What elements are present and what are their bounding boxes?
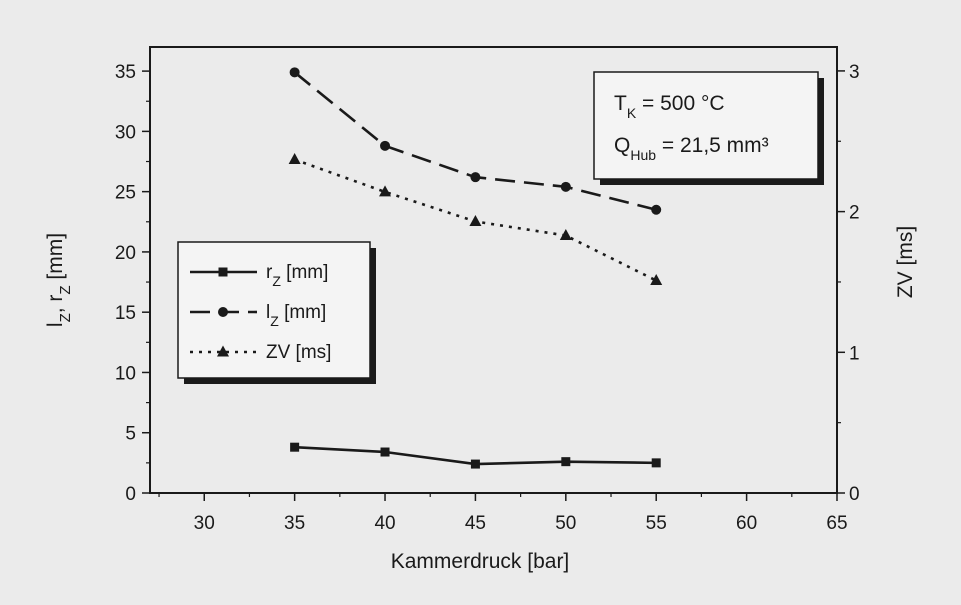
annotation-volume: QHub = 21,5 mm³ — [614, 134, 769, 163]
y-left-tick-label: 5 — [125, 424, 136, 445]
y-left-tick-label: 20 — [115, 243, 136, 264]
data-point-rz — [561, 457, 571, 467]
x-axis-title: Kammerdruck [bar] — [391, 550, 570, 573]
legend: rZ [mm] lZ [mm] ZV [ms] — [177, 241, 376, 384]
y-left-tick-label: 30 — [115, 122, 136, 143]
data-point-rz — [380, 447, 390, 457]
y-axis-right: 0 1 2 3 — [837, 62, 860, 505]
y-axis-left-title: lZ, rZ [mm] — [44, 233, 74, 327]
data-point-lz — [470, 172, 481, 183]
data-point-lz — [560, 181, 571, 192]
annotation-box: TK = 500 °C QHub = 21,5 mm³ — [593, 71, 824, 185]
legend-label-lz: lZ [mm] — [266, 302, 326, 329]
annotation-frame — [593, 71, 819, 180]
y-left-tick-label: 0 — [125, 484, 136, 505]
x-tick-label: 50 — [555, 513, 576, 534]
data-point-rz — [651, 458, 661, 468]
y-axis-left: 0 5 10 15 20 25 30 35 — [115, 62, 150, 505]
legend-box — [177, 241, 371, 379]
data-point-zv — [288, 153, 301, 165]
legend-label-rz: rZ [mm] — [266, 262, 328, 289]
y-right-tick-label: 0 — [849, 484, 860, 505]
x-tick-label: 40 — [374, 513, 395, 534]
y-axis-right-title: ZV [ms] — [894, 226, 917, 298]
x-axis: 30 35 40 45 50 55 60 65 — [158, 493, 848, 534]
legend-items: rZ [mm] lZ [mm] ZV [ms] — [190, 262, 331, 363]
data-point-lz — [380, 140, 391, 151]
data-point-lz — [289, 67, 300, 78]
data-point-lz — [651, 204, 662, 215]
y-right-tick-label: 3 — [849, 62, 860, 83]
legend-marker-rz — [218, 267, 228, 277]
data-point-zv — [469, 214, 482, 226]
series-group — [288, 67, 663, 469]
data-point-zv — [379, 185, 392, 197]
plot-area-border — [149, 46, 838, 494]
y-left-tick-label: 15 — [115, 303, 136, 324]
y-right-tick-label: 2 — [849, 203, 860, 224]
annotation-temperature: TK = 500 °C — [614, 92, 725, 121]
legend-marker-zv — [217, 345, 229, 357]
x-tick-label: 55 — [646, 513, 667, 534]
x-tick-label: 30 — [194, 513, 215, 534]
legend-marker-lz — [218, 307, 228, 317]
y-left-tick-label: 25 — [115, 183, 136, 204]
y-left-tick-label: 35 — [115, 62, 136, 83]
plot-frame — [149, 46, 838, 494]
x-tick-label: 65 — [826, 513, 847, 534]
data-point-rz — [470, 459, 480, 469]
data-point-zv — [650, 274, 663, 286]
data-point-zv — [559, 229, 572, 241]
y-right-tick-label: 1 — [849, 343, 860, 364]
x-tick-label: 60 — [736, 513, 757, 534]
data-point-rz — [290, 442, 300, 452]
y-left-tick-label: 10 — [115, 363, 136, 384]
x-tick-label: 45 — [465, 513, 486, 534]
x-tick-label: 35 — [284, 513, 305, 534]
legend-label-zv: ZV [ms] — [266, 342, 331, 363]
